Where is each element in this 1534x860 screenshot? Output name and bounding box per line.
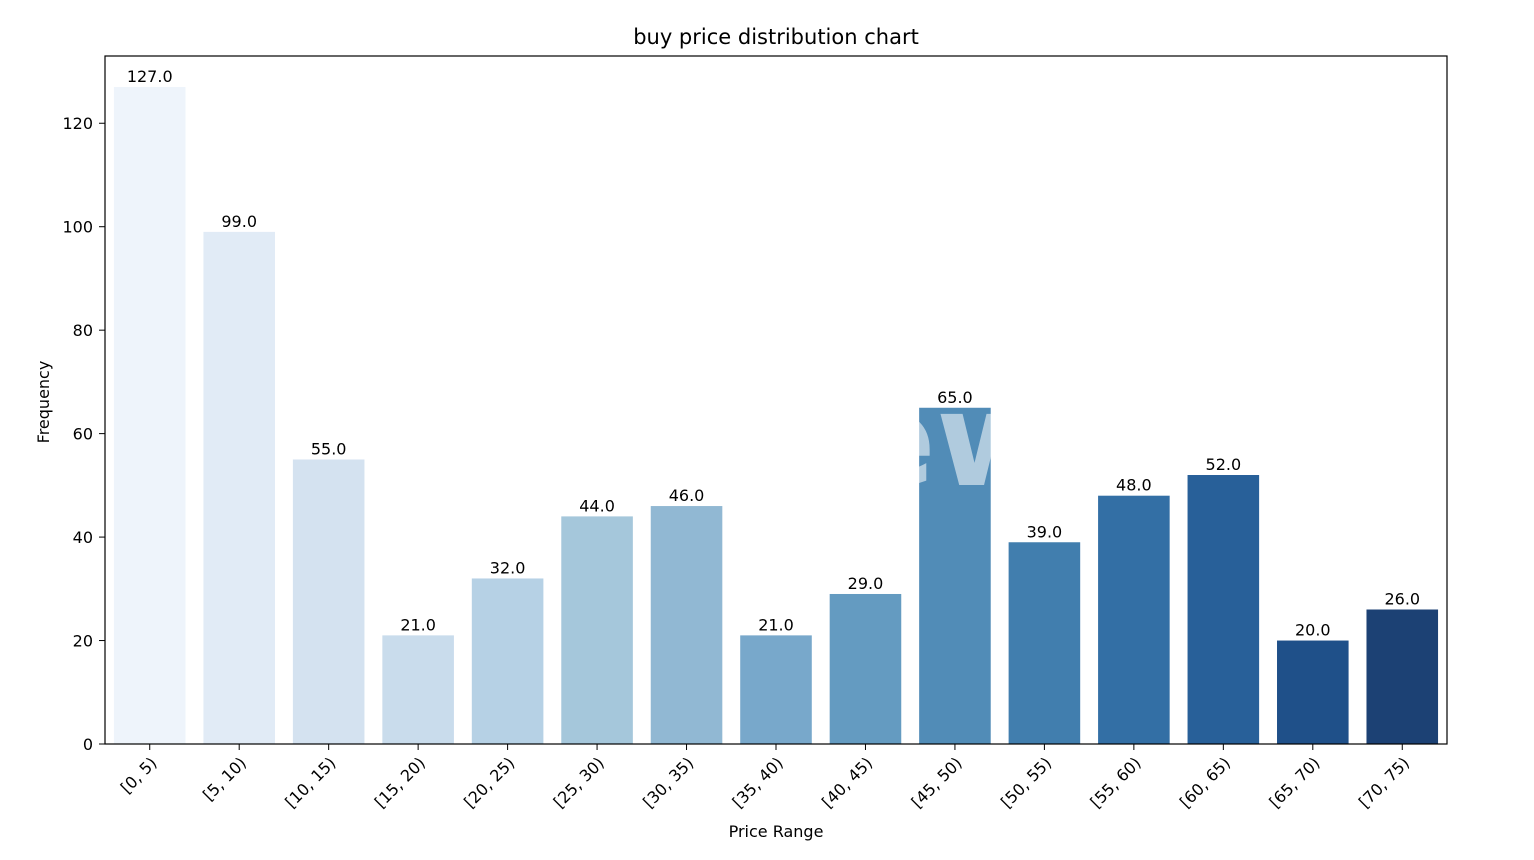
x-tick-label: [5, 10)	[199, 753, 250, 804]
data-label: 39.0	[1027, 522, 1063, 541]
bar[interactable]	[561, 516, 633, 744]
data-label: 52.0	[1206, 455, 1242, 474]
y-tick-label: 80	[73, 321, 93, 340]
y-tick-label: 60	[73, 425, 93, 444]
bar[interactable]	[1187, 475, 1260, 744]
bar[interactable]	[919, 407, 991, 744]
x-tick-label: [0, 5)	[117, 753, 161, 797]
x-tick-label: [10, 15)	[281, 753, 339, 811]
y-tick-label: 40	[73, 528, 93, 547]
x-tick-label: [20, 25)	[460, 753, 518, 811]
bar[interactable]	[1008, 542, 1081, 744]
data-label: 29.0	[848, 574, 884, 593]
bar[interactable]	[1098, 495, 1170, 744]
data-label: 44.0	[579, 496, 615, 515]
x-tick-label: [45, 50)	[908, 753, 966, 811]
bar[interactable]	[203, 231, 275, 744]
data-label: 21.0	[400, 615, 436, 634]
bar[interactable]	[382, 635, 454, 744]
x-tick-label: [55, 60)	[1086, 753, 1144, 811]
chart-title: buy price distribution chart	[633, 25, 919, 49]
x-tick-label: [30, 35)	[639, 753, 697, 811]
panews-watermark: PANews	[396, 337, 1133, 528]
bar[interactable]	[829, 593, 902, 744]
x-tick-label: [40, 45)	[818, 753, 876, 811]
x-tick-label: [50, 55)	[997, 753, 1055, 811]
data-label: 20.0	[1295, 621, 1331, 640]
data-label: 65.0	[937, 388, 973, 407]
x-tick-label: [65, 70)	[1265, 753, 1323, 811]
y-tick-label: 0	[83, 735, 93, 754]
bar[interactable]	[1366, 609, 1439, 744]
y-tick-label: 20	[73, 632, 93, 651]
x-tick-label: [25, 30)	[550, 753, 608, 811]
data-label: 32.0	[490, 558, 526, 577]
bar[interactable]	[740, 635, 812, 744]
data-label: 99.0	[221, 212, 257, 231]
data-label: 26.0	[1384, 590, 1420, 609]
y-tick-label: 120	[62, 114, 93, 133]
data-label: 127.0	[127, 67, 173, 86]
data-label: 48.0	[1116, 476, 1152, 495]
data-label: 46.0	[669, 486, 705, 505]
x-axis-label: Price Range	[729, 822, 824, 841]
panews-logo-icon	[396, 337, 517, 528]
plot-frame	[104, 55, 1448, 745]
data-label: 21.0	[758, 615, 794, 634]
bar[interactable]	[471, 578, 544, 744]
bar[interactable]	[1277, 640, 1349, 744]
x-tick-label: [60, 65)	[1176, 753, 1234, 811]
y-tick-label: 100	[62, 218, 93, 237]
watermark-text: PANews	[555, 364, 1133, 516]
y-axis-label: Frequency	[34, 361, 53, 444]
bar[interactable]	[292, 459, 365, 744]
x-tick-label: [15, 20)	[371, 753, 429, 811]
x-tick-label: [35, 40)	[729, 753, 787, 811]
data-label: 55.0	[311, 439, 347, 458]
bar[interactable]	[113, 87, 186, 744]
x-tick-label: [70, 75)	[1355, 753, 1413, 811]
bar[interactable]	[650, 506, 723, 744]
